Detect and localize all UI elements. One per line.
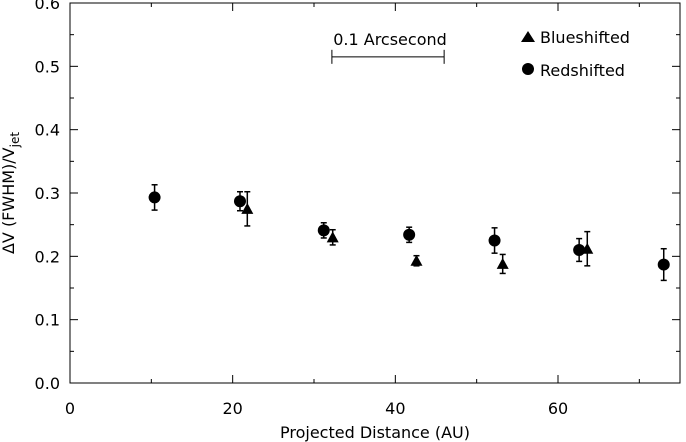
y-axis-label-main: ΔV (FWHM)/V (0, 147, 18, 254)
blueshifted-triangle-point (496, 257, 509, 269)
scale-bar-label: 0.1 Arcsecond (333, 30, 447, 49)
redshifted-circle-point (233, 195, 246, 208)
data-layer (148, 184, 670, 282)
legend-redshifted-circle-marker (522, 63, 534, 75)
redshifted-circle-point (657, 258, 670, 271)
blueshifted-triangle-point (326, 231, 339, 243)
scale-bar: 0.1 Arcsecond (331, 30, 447, 64)
y-tick-labels: 0.0 0.1 0.2 0.3 0.4 0.5 0.6 (35, 0, 60, 393)
legend-redshifted-label: Redshifted (540, 61, 625, 80)
y-tick-label: 0.3 (35, 184, 60, 203)
y-tick-label: 0.6 (35, 0, 60, 13)
blueshifted-triangle-point (241, 202, 254, 214)
y-tick-label: 0.5 (35, 57, 60, 76)
y-tick-label: 0.4 (35, 121, 60, 140)
redshifted-circle-point (573, 244, 586, 256)
plot-frame (69, 2, 681, 384)
x-tick-labels: 0 20 40 60 (65, 399, 568, 418)
redshifted-circle-point (488, 234, 501, 247)
y-tick-label: 0.2 (35, 247, 60, 266)
axis-ticks (69, 2, 680, 384)
y-axis-label-subscript: jet (8, 132, 22, 149)
legend: Blueshifted Redshifted (521, 28, 630, 80)
redshifted-circle-point (317, 224, 330, 237)
redshifted-circle-point (148, 191, 161, 204)
x-tick-label: 20 (222, 399, 242, 418)
blueshifted-triangle-point (410, 254, 423, 266)
y-tick-label: 0.0 (35, 374, 60, 393)
x-tick-label: 60 (548, 399, 568, 418)
x-tick-label: 40 (385, 399, 405, 418)
x-tick-label: 0 (65, 399, 75, 418)
legend-blueshifted-label: Blueshifted (540, 28, 630, 47)
y-axis-label: ΔV (FWHM)/Vjet (0, 132, 22, 254)
redshifted-circle-point (403, 228, 416, 241)
legend-blueshifted-triangle-marker (521, 31, 535, 42)
x-axis-label: Projected Distance (AU) (280, 423, 470, 442)
y-tick-label: 0.1 (35, 311, 60, 330)
